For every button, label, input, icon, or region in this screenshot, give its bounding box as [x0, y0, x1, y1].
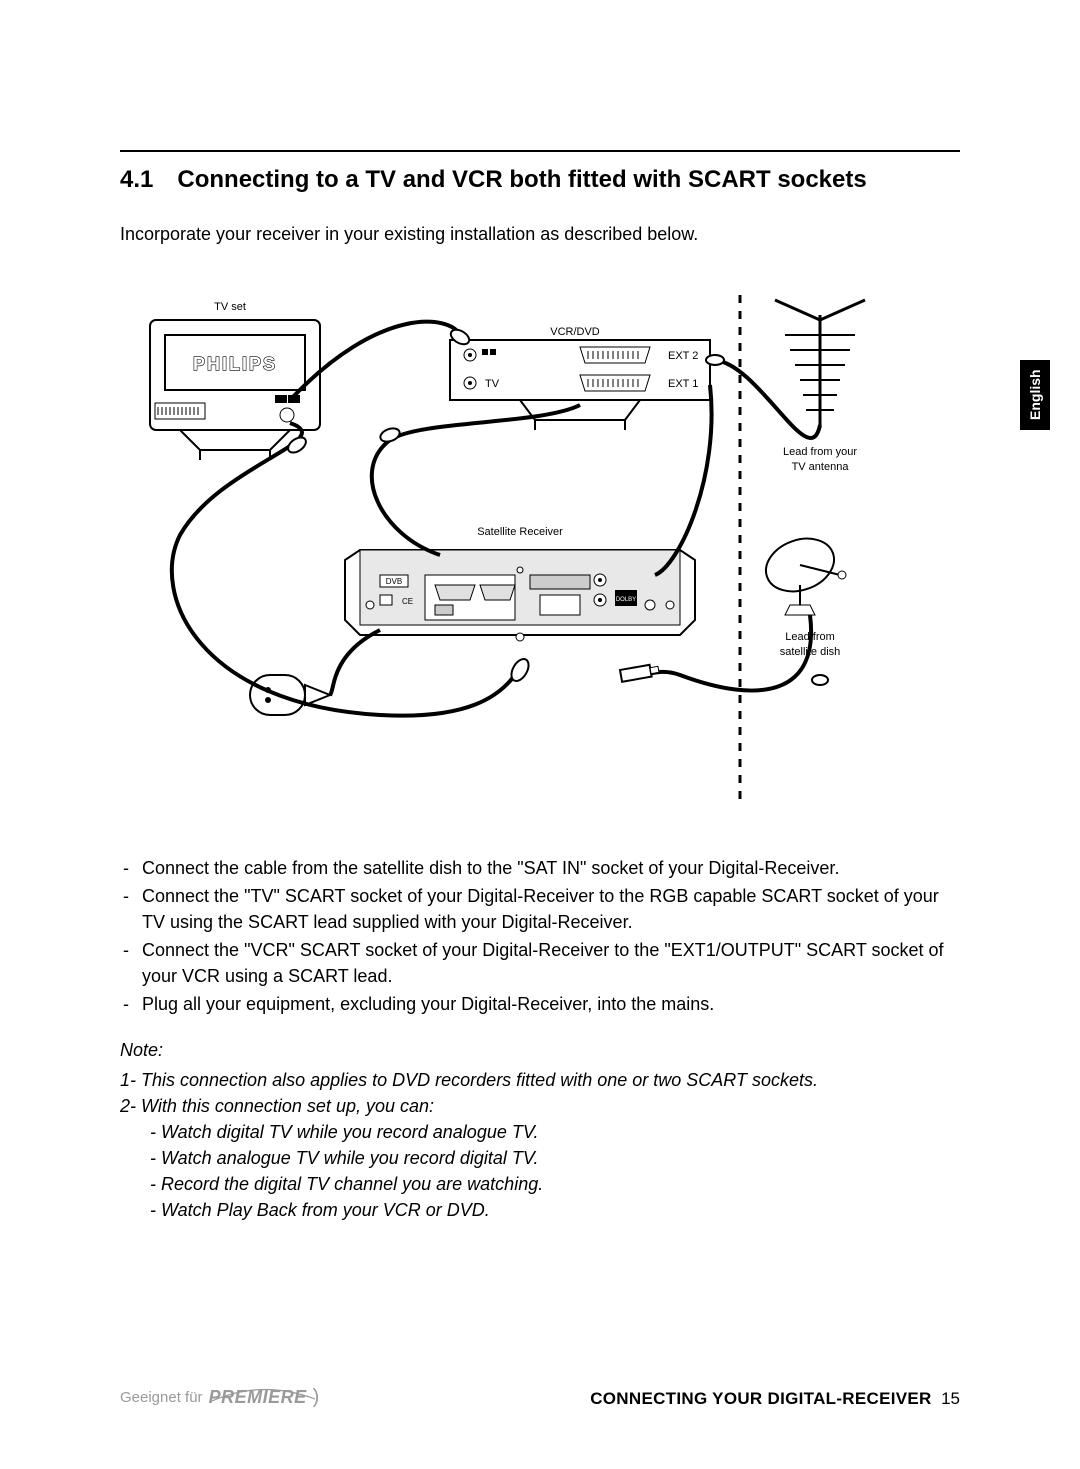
bullet-4: Plug all your equipment, excluding your … — [142, 991, 714, 1017]
ext2-label: EXT 2 — [668, 350, 698, 362]
page-number: 15 — [941, 1389, 960, 1408]
ant-line2: TV antenna — [792, 461, 850, 473]
svg-text:DOLBY: DOLBY — [616, 597, 636, 603]
instruction-list: -Connect the cable from the satellite di… — [120, 855, 960, 1018]
tv-brand: PHILIPS — [193, 354, 277, 374]
note-sub-2: - Watch analogue TV while you record dig… — [150, 1145, 960, 1171]
language-tab: English — [1020, 360, 1050, 430]
note-2: 2- With this connection set up, you can: — [120, 1093, 434, 1119]
section-title: Connecting to a TV and VCR both fitted w… — [177, 166, 866, 194]
mains-plug-icon — [250, 675, 330, 715]
ant-line1: Lead from your — [783, 446, 857, 458]
note-sub-3: - Record the digital TV channel you are … — [150, 1171, 960, 1197]
antenna-icon — [775, 300, 865, 425]
sat-label: Satellite Receiver — [477, 526, 563, 538]
footer-left: Geeignet für PREMIERE ) — [120, 1386, 319, 1409]
bullet-3: Connect the "VCR" SCART socket of your D… — [142, 937, 960, 989]
footer-section: CONNECTING YOUR DIGITAL-RECEIVER — [590, 1389, 931, 1408]
svg-text:DVB: DVB — [386, 577, 402, 586]
footer-prefix: Geeignet für — [120, 1389, 203, 1406]
bullet-1: Connect the cable from the satellite dis… — [142, 855, 839, 881]
tv-port-label: TV — [485, 378, 500, 390]
notes-block: 1- This connection also applies to DVD r… — [120, 1067, 960, 1224]
svg-text:CE: CE — [402, 597, 413, 606]
section-number: 4.1 — [120, 166, 153, 194]
connection-diagram: TV set PHILIPS VCR/DVD EXT 2 — [120, 275, 880, 815]
bullet-2: Connect the "TV" SCART socket of your Di… — [142, 883, 960, 935]
footer-right: CONNECTING YOUR DIGITAL-RECEIVER 15 — [590, 1389, 960, 1409]
note-heading: Note: — [120, 1040, 960, 1061]
intro-text: Incorporate your receiver in your existi… — [120, 224, 960, 245]
sat-receiver-icon: DVB CE DOLBY — [345, 550, 695, 641]
top-rule — [120, 150, 960, 152]
section-heading: 4.1 Connecting to a TV and VCR both fitt… — [120, 166, 960, 194]
note-1: 1- This connection also applies to DVD r… — [120, 1067, 818, 1093]
vcr-label: VCR/DVD — [550, 326, 600, 338]
note-sub-4: - Watch Play Back from your VCR or DVD. — [150, 1197, 960, 1223]
tv-label: TV set — [214, 301, 246, 313]
ext1-label: EXT 1 — [668, 378, 698, 390]
page-footer: Geeignet für PREMIERE ) CONNECTING YOUR … — [120, 1386, 960, 1409]
note-sub-1: - Watch digital TV while you record anal… — [150, 1119, 960, 1145]
dish-icon — [759, 530, 846, 615]
